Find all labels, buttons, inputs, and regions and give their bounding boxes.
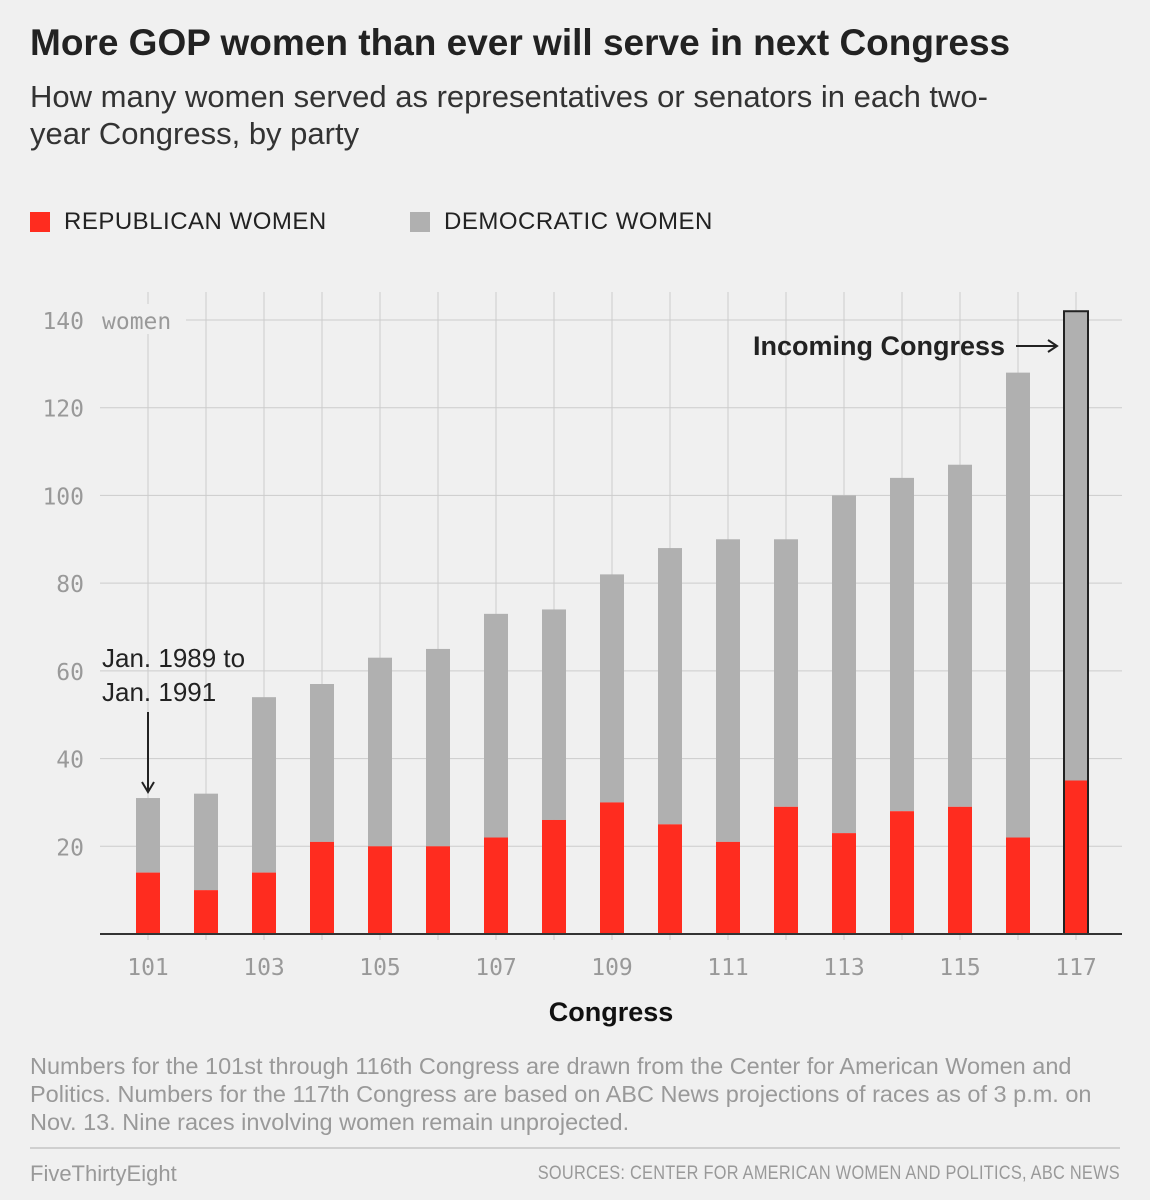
y-tick-label: 80: [56, 572, 84, 598]
annotation-first-arrow-head: [141, 781, 155, 794]
y-unit-label-bg: [96, 304, 186, 334]
annotation-incoming-label: Incoming Congress: [753, 331, 1005, 361]
bar-democratic: [832, 495, 856, 834]
x-tick-label: 107: [475, 955, 517, 981]
footnote: Numbers for the 101st through 116th Cong…: [30, 1053, 1092, 1135]
annotation-incoming-arrow-head: [1047, 339, 1059, 353]
bar-republican: [774, 806, 798, 934]
y-tick-label: 100: [42, 484, 84, 510]
bar-republican: [832, 833, 856, 934]
bar-republican: [252, 872, 276, 934]
annotation-first-line2: Jan. 1991: [102, 677, 216, 707]
legend-swatch-democratic: [410, 212, 430, 232]
bar-republican: [194, 890, 218, 934]
bar-republican: [484, 837, 508, 934]
bar-democratic: [890, 477, 914, 812]
bar-republican: [716, 841, 740, 934]
y-tick-label: 60: [56, 660, 84, 686]
y-tick-label: 20: [56, 835, 84, 861]
x-tick-label: 105: [359, 955, 401, 981]
y-unit-label: women: [102, 309, 171, 335]
x-tick-label: 111: [707, 955, 749, 981]
bar-republican: [1006, 837, 1030, 934]
x-axis-title: Congress: [549, 997, 674, 1027]
bar-democratic: [136, 798, 160, 873]
annotation-first-line1: Jan. 1989 to: [102, 643, 245, 673]
bar-republican: [600, 802, 624, 934]
bar-republican: [1064, 780, 1088, 934]
legend-label-republican: REPUBLICAN WOMEN: [64, 208, 327, 235]
bar-democratic: [1064, 311, 1088, 781]
bar-republican: [948, 806, 972, 934]
bar-republican: [310, 841, 334, 934]
bar-democratic: [368, 657, 392, 847]
legend-item-republican: REPUBLICAN WOMEN: [30, 208, 327, 236]
bar-democratic: [252, 697, 276, 873]
footer-divider: [30, 1147, 1120, 1149]
x-tick-label: 101: [127, 955, 169, 981]
chart-title: More GOP women than ever will serve in n…: [30, 22, 1011, 63]
bar-republican: [426, 846, 450, 934]
x-tick-label: 113: [823, 955, 865, 981]
x-tick-label: 115: [939, 955, 981, 981]
bar-democratic: [600, 574, 624, 803]
brand-label: FiveThirtyEight: [30, 1161, 177, 1186]
bar-republican: [890, 811, 914, 934]
bar-democratic: [426, 648, 450, 847]
bar-democratic: [542, 609, 566, 820]
bar-democratic: [484, 613, 508, 838]
sources-label: SOURCES: CENTER FOR AMERICAN WOMEN AND P…: [537, 1163, 1120, 1184]
bar-republican: [368, 846, 392, 934]
bar-democratic: [774, 539, 798, 807]
x-tick-label: 103: [243, 955, 285, 981]
bar-democratic: [948, 464, 972, 807]
legend-item-democratic: DEMOCRATIC WOMEN: [410, 208, 713, 236]
bar-democratic: [194, 793, 218, 891]
stacked-bar-chart: 20 40 60 80 100 120 140 women 101 103 105 107 109 111…: [42, 292, 1122, 1027]
bar-republican: [542, 819, 566, 934]
y-tick-label: 140: [42, 309, 84, 335]
legend-swatch-republican: [30, 212, 50, 232]
x-tick-label: 109: [591, 955, 633, 981]
bar-democratic: [1006, 372, 1030, 838]
bar-democratic: [310, 684, 334, 842]
bar-democratic: [716, 539, 740, 842]
bar-republican: [658, 824, 682, 934]
y-tick-label: 40: [56, 748, 84, 774]
legend-label-democratic: DEMOCRATIC WOMEN: [444, 208, 713, 235]
y-tick-label: 120: [42, 397, 84, 423]
bar-democratic: [658, 548, 682, 825]
bar-republican: [136, 872, 160, 934]
x-tick-label: 117: [1055, 955, 1097, 981]
chart-subtitle: How many women served as representatives…: [30, 79, 988, 151]
